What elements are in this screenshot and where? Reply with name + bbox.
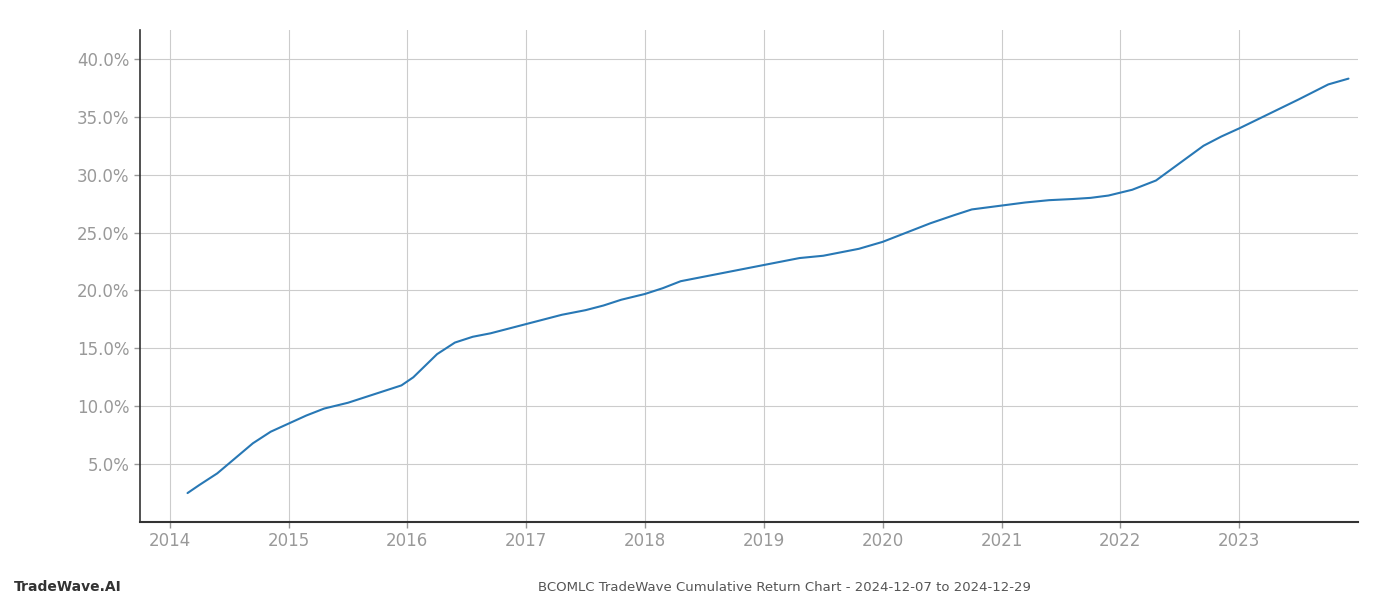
- Text: BCOMLC TradeWave Cumulative Return Chart - 2024-12-07 to 2024-12-29: BCOMLC TradeWave Cumulative Return Chart…: [538, 581, 1030, 594]
- Text: TradeWave.AI: TradeWave.AI: [14, 580, 122, 594]
